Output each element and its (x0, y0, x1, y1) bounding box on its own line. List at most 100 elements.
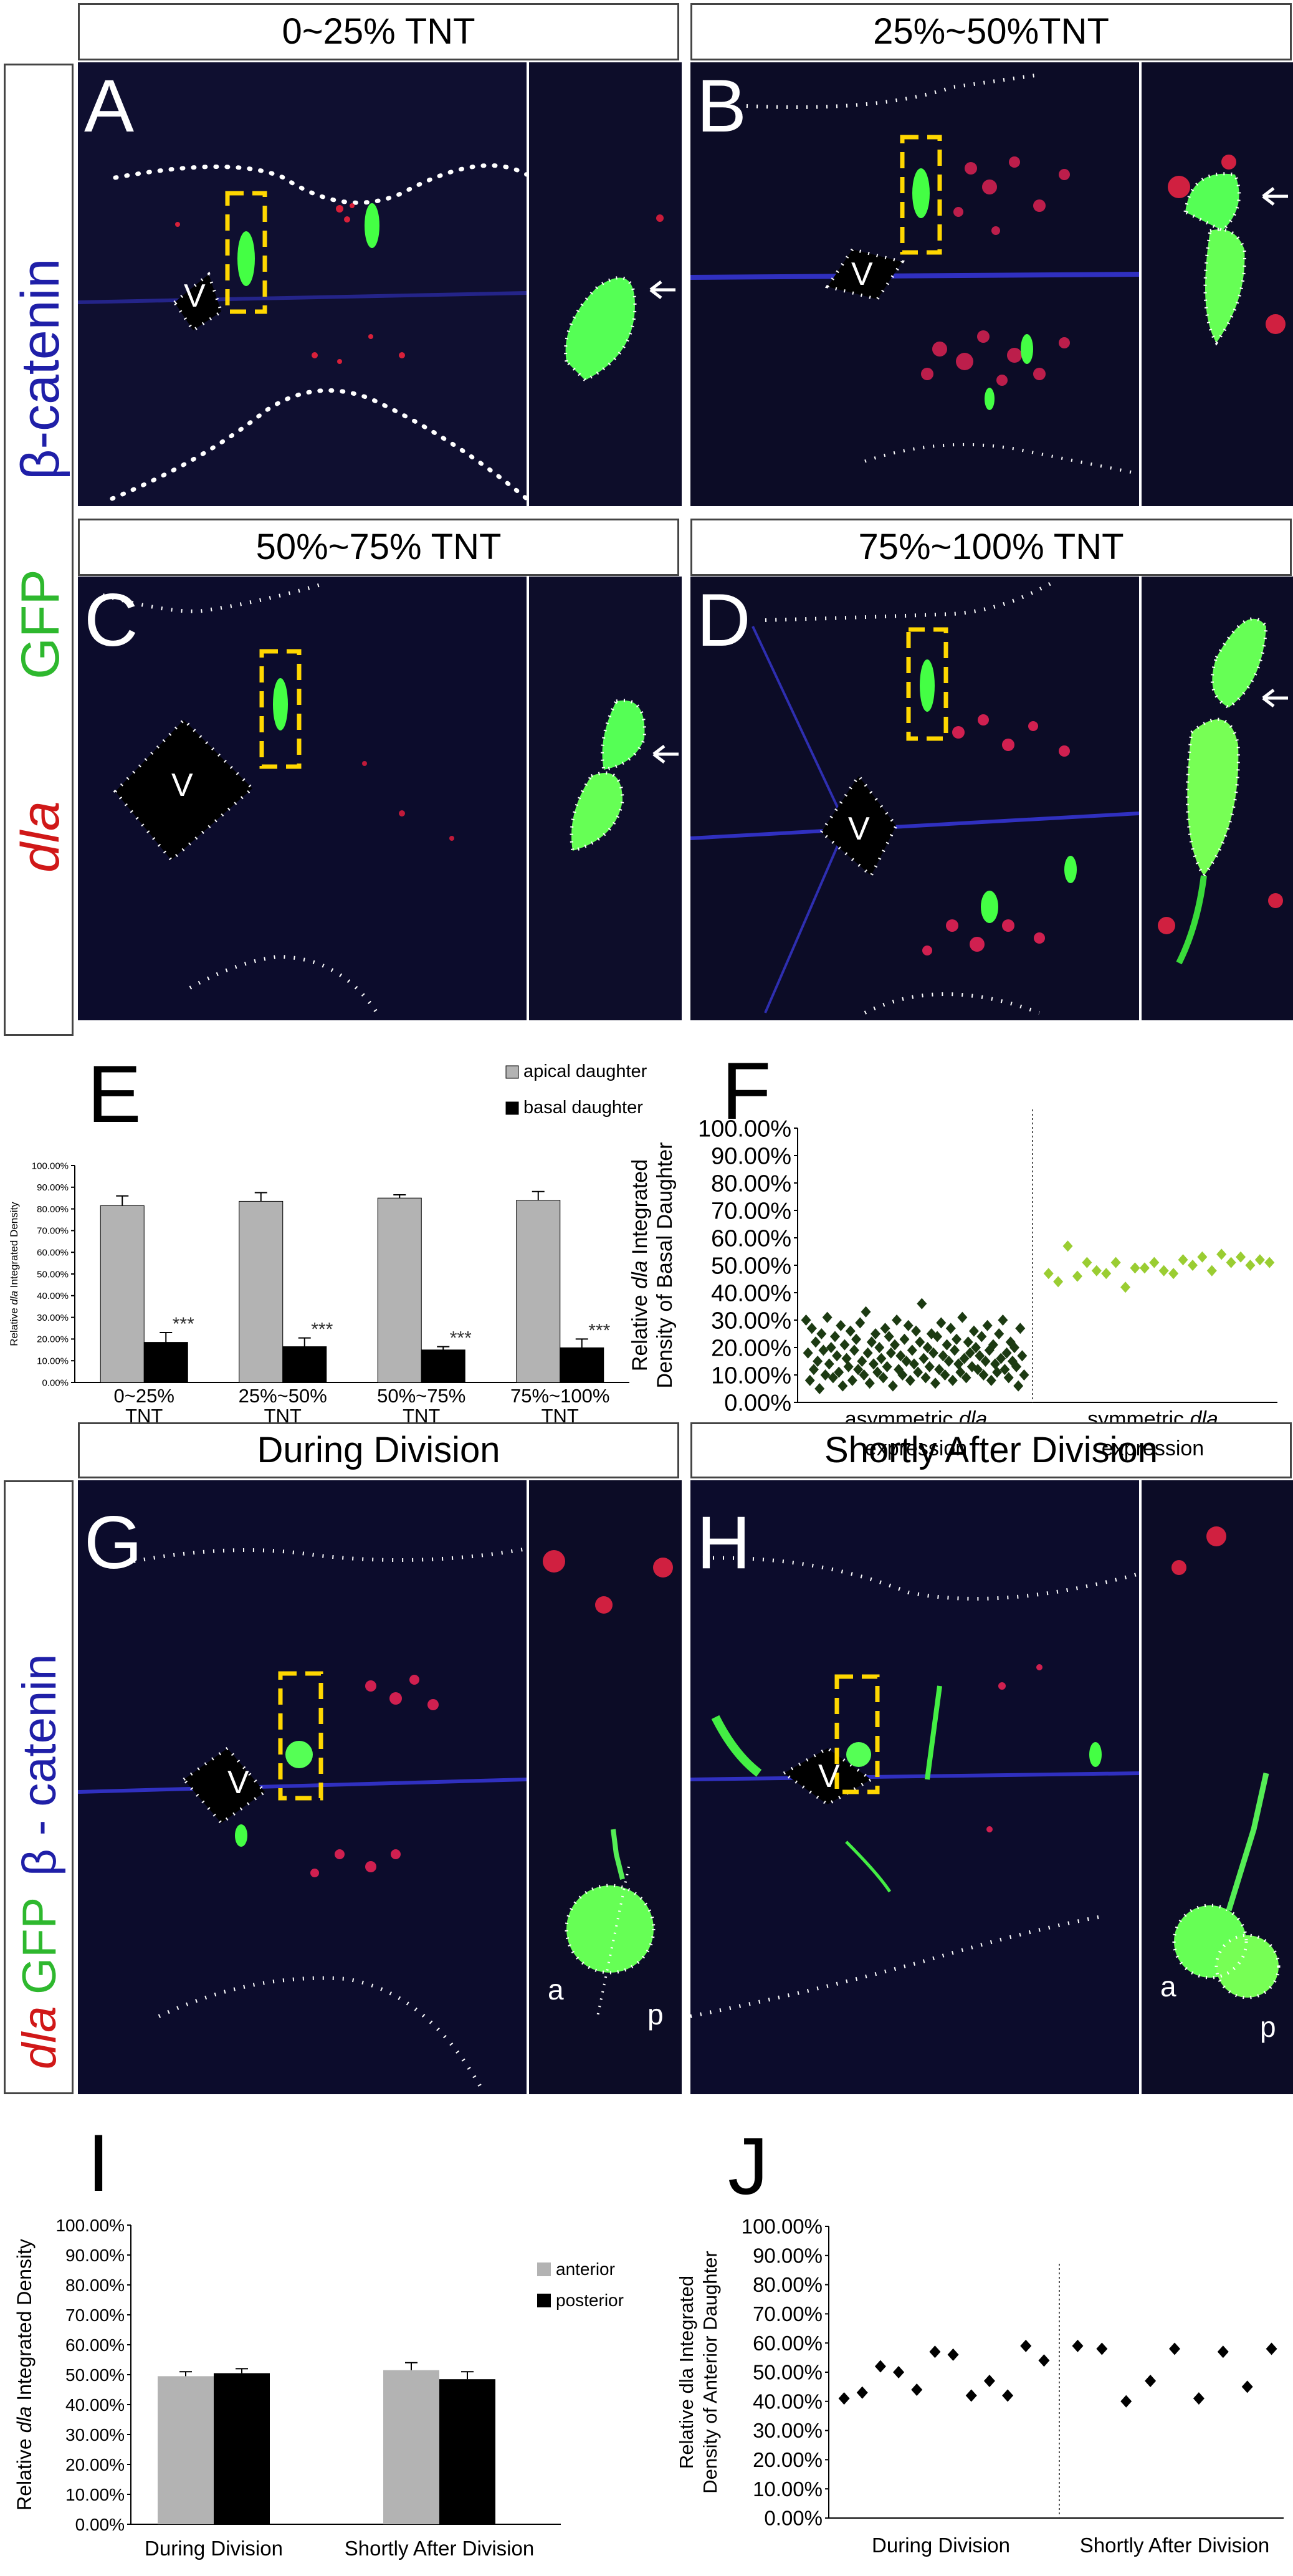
chart-f-point (1264, 1257, 1275, 1268)
figure-letter-f: F (722, 1045, 771, 1136)
figure-letter-i: I (87, 2117, 110, 2208)
panel-g-image-drawing (78, 1547, 527, 2092)
figure-letter-j: J (728, 2120, 768, 2211)
chart-f-point (998, 1314, 1008, 1326)
chart-i-bar (383, 2370, 439, 2524)
chart-e-bar (100, 1205, 145, 1383)
chart-j-y-tick-label: 100.00% (742, 2215, 823, 2238)
panel-h-inset: a p (1139, 1480, 1293, 2094)
chart-f-point (1110, 1257, 1121, 1268)
chart-j-point (965, 2389, 977, 2402)
chart-e-significance: *** (311, 1319, 333, 1340)
chart-f-point (1053, 1276, 1064, 1288)
chart-f-point (885, 1347, 896, 1359)
chart-f-point (957, 1311, 968, 1323)
chart-f-point (915, 1336, 925, 1348)
chart-i-y-tick-label: 10.00% (65, 2485, 125, 2504)
chart-f-category-label-line2: expression (865, 1437, 967, 1460)
chart-f-point (828, 1372, 838, 1384)
panel-b-image-drawing (690, 73, 1139, 476)
panel-d-header: 75%~100% TNT (690, 519, 1292, 576)
chart-f-y-tick-label: 70.00% (711, 1198, 791, 1224)
chart-e-legend-label: basal daughter (523, 1098, 643, 1118)
chart-f-point (857, 1356, 867, 1367)
chart-f-y-axis-label: Relative dla Integrated (628, 1159, 652, 1371)
chart-f-point (976, 1331, 987, 1343)
chart-j-y-tick-label: 30.00% (753, 2419, 823, 2442)
chart-f-point (942, 1339, 952, 1351)
panel-b-inset-drawing (1168, 155, 1288, 346)
chart-f-point (880, 1323, 890, 1334)
chart-f-point (973, 1364, 983, 1376)
panel-g-header: During Division (78, 1422, 679, 1478)
chart-f-point (971, 1342, 981, 1353)
chart-f-point (953, 1358, 964, 1370)
chart-f-point (824, 1358, 834, 1370)
chart-f-point (804, 1374, 815, 1386)
chart-e-significance: *** (450, 1328, 472, 1349)
chart-j-point (929, 2345, 941, 2358)
panel-g-image: G V (78, 1480, 527, 2094)
chart-f-point (855, 1317, 866, 1329)
chart-f-point (826, 1342, 836, 1353)
panel-g-ventricle: V (227, 1764, 249, 1801)
chart-f-y-tick-label: 0.00% (724, 1390, 791, 1416)
chart-f-point (947, 1374, 958, 1386)
chart-i-y-tick-label: 50.00% (65, 2365, 125, 2385)
chart-f-point (862, 1347, 873, 1359)
chart-f-point (986, 1374, 996, 1386)
panel-a-ventricle: V (184, 278, 206, 314)
panel-c-header: 50%~75% TNT (78, 519, 679, 576)
chart-e-category-label: 25%~50% (239, 1385, 327, 1407)
chart-j-point (1169, 2342, 1180, 2355)
panel-h-image-drawing (690, 1556, 1139, 2018)
chart-f-point (1197, 1251, 1208, 1263)
chart-e-y-tick-label: 10.00% (37, 1356, 69, 1366)
chart-f-point (905, 1374, 915, 1386)
chart-f-y-tick-label: 50.00% (711, 1253, 791, 1279)
panel-a-inset-drawing (564, 214, 675, 383)
chart-f-y-axis-label-line2: Density of Basal Daughter (653, 1142, 677, 1389)
chart-f-point (829, 1331, 840, 1343)
panel-h-letter: H (697, 1501, 751, 1584)
panel-h-inset-posterior: p (1260, 2011, 1276, 2043)
chart-i-y-tick-label: 60.00% (65, 2335, 125, 2355)
panel-h-inset-anterior: a (1160, 1970, 1176, 2003)
panel-a-inset (527, 62, 682, 506)
chart-f-point (859, 1369, 869, 1381)
chart-i-y-tick-label: 70.00% (65, 2305, 125, 2325)
panel-d-inset (1139, 577, 1293, 1020)
chart-f-point (1236, 1251, 1246, 1263)
chart-e-bar (421, 1349, 465, 1383)
chart-f-point (1226, 1257, 1236, 1268)
chart-f-point (889, 1339, 900, 1351)
chart-f-y-tick-label: 80.00% (711, 1171, 791, 1197)
chart-e-y-tick-label: 90.00% (37, 1182, 69, 1193)
chart-j-y-tick-label: 40.00% (753, 2390, 823, 2413)
chart-f-point (1216, 1248, 1227, 1260)
chart-f-point (853, 1364, 864, 1376)
chart-f-point (839, 1339, 850, 1351)
chart-f-point (938, 1350, 948, 1362)
chart-e-y-tick-label: 100.00% (32, 1161, 69, 1171)
top-channel-label-box (4, 64, 74, 1036)
chart-f-point (814, 1383, 825, 1394)
chart-j-category-label: Shortly After Division (1080, 2534, 1269, 2557)
chart-f-point (1043, 1268, 1054, 1280)
chart-i-y-tick-label: 80.00% (65, 2276, 125, 2295)
chart-f-point (1187, 1260, 1198, 1271)
chart-e: 0.00% 10.00% 20.00% 30.00% 40.00% 50.00% 60.00… (8, 1061, 647, 1444)
chart-f-point (1001, 1347, 1012, 1359)
chart-j-point (1096, 2342, 1108, 2355)
chart-f-point (978, 1369, 989, 1381)
panel-d-image-drawing (690, 581, 1139, 1015)
panel-g-letter: G (84, 1501, 143, 1584)
chart-f-point (955, 1366, 966, 1378)
panel-b-letter: B (697, 64, 747, 148)
panel-d-ventricle: V (848, 811, 870, 847)
chart-f-point (988, 1339, 998, 1351)
chart-f-point (1072, 1270, 1082, 1282)
chart-f-point (975, 1350, 985, 1362)
panel-a-letter: A (84, 64, 135, 148)
chart-f-point (968, 1325, 979, 1337)
